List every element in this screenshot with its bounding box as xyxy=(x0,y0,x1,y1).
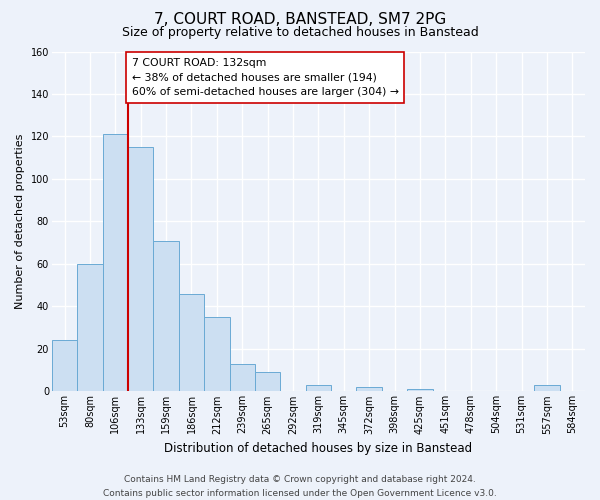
Bar xyxy=(255,372,280,392)
Bar xyxy=(154,240,179,392)
Bar xyxy=(52,340,77,392)
Bar xyxy=(204,317,230,392)
Bar xyxy=(103,134,128,392)
Bar xyxy=(407,390,433,392)
Bar xyxy=(128,147,154,392)
Bar xyxy=(534,385,560,392)
Bar xyxy=(77,264,103,392)
Bar xyxy=(356,387,382,392)
Text: Contains HM Land Registry data © Crown copyright and database right 2024.
Contai: Contains HM Land Registry data © Crown c… xyxy=(103,476,497,498)
Bar xyxy=(306,385,331,392)
Bar xyxy=(179,294,204,392)
Text: Size of property relative to detached houses in Banstead: Size of property relative to detached ho… xyxy=(122,26,478,39)
Text: 7 COURT ROAD: 132sqm
← 38% of detached houses are smaller (194)
60% of semi-deta: 7 COURT ROAD: 132sqm ← 38% of detached h… xyxy=(132,58,399,98)
X-axis label: Distribution of detached houses by size in Banstead: Distribution of detached houses by size … xyxy=(164,442,472,455)
Text: 7, COURT ROAD, BANSTEAD, SM7 2PG: 7, COURT ROAD, BANSTEAD, SM7 2PG xyxy=(154,12,446,28)
Y-axis label: Number of detached properties: Number of detached properties xyxy=(15,134,25,309)
Bar xyxy=(230,364,255,392)
